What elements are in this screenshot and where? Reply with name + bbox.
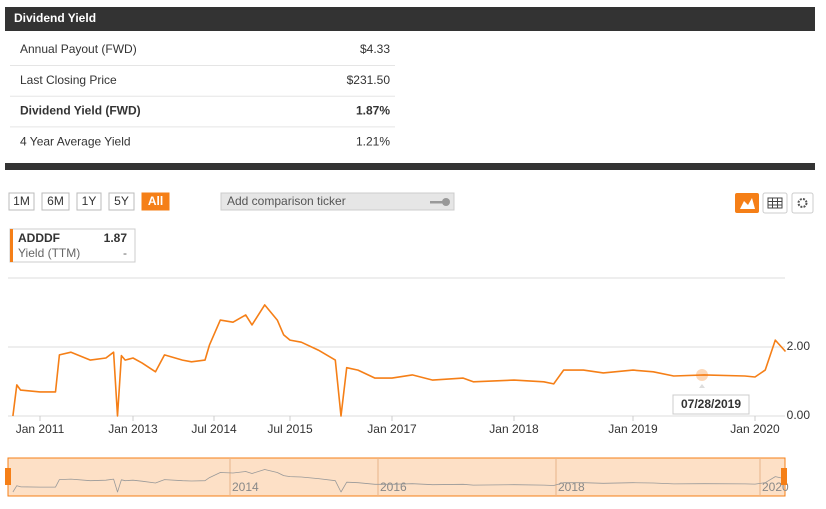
y-tick-label: 2.00	[787, 339, 811, 353]
settings-button[interactable]	[791, 192, 814, 214]
navigator-label: 2014	[232, 480, 259, 494]
navigator-handle[interactable]	[5, 468, 11, 485]
x-tick-label: Jan 2011	[16, 422, 65, 436]
y-tick-label: 0.00	[787, 408, 811, 422]
row-value: 1.87%	[356, 104, 390, 118]
x-tick-label: Jan 2020	[730, 422, 780, 436]
navigator-label: 2018	[558, 480, 585, 494]
range-label: 1M	[13, 194, 30, 208]
range-label: 6M	[47, 194, 64, 208]
navigator: 2014 2016 2018 2020	[5, 457, 789, 497]
range-label: All	[148, 194, 163, 208]
header-bar	[5, 7, 815, 31]
tooltip-pointer	[699, 384, 705, 388]
chart-view-button[interactable]	[735, 193, 759, 213]
row-value: 1.21%	[356, 134, 390, 148]
row-label: Annual Payout (FWD)	[20, 42, 137, 56]
x-tick-label: Jan 2018	[489, 422, 539, 436]
header-title: Dividend Yield	[14, 11, 96, 25]
legend-metric: Yield (TTM)	[18, 246, 80, 260]
row-label: 4 Year Average Yield	[20, 134, 131, 148]
navigator-line	[12, 469, 786, 493]
range-label: 1Y	[82, 194, 97, 208]
navigator-handle[interactable]	[781, 468, 787, 485]
hover-point	[696, 369, 708, 381]
comparison-input[interactable]	[220, 192, 455, 211]
table-icon	[767, 197, 783, 209]
range-label: 5Y	[114, 194, 129, 208]
range-button[interactable]	[108, 192, 135, 211]
settings-icon	[797, 198, 808, 208]
legend-accent	[10, 229, 13, 262]
navigator-label: 2016	[380, 480, 407, 494]
range-button[interactable]	[141, 192, 170, 211]
x-tick-label: Jan 2019	[608, 422, 658, 436]
range-button[interactable]	[76, 192, 102, 211]
legend-box	[9, 228, 136, 263]
divider-bar	[5, 163, 815, 170]
x-tick-label: Jan 2013	[108, 422, 158, 436]
row-value: $231.50	[347, 73, 391, 87]
row-label: Dividend Yield (FWD)	[20, 104, 141, 118]
range-button[interactable]	[8, 192, 35, 211]
row-value: $4.33	[360, 42, 390, 56]
row-label: Last Closing Price	[20, 73, 117, 87]
key-icon	[430, 198, 450, 206]
plot: 0.00 2.00 Jan 2011 Jan 2013 Jul 2014 Jul 2015…	[8, 277, 811, 436]
x-tick-label: Jan 2017	[367, 422, 417, 436]
legend-change: -	[123, 246, 127, 260]
series-line	[12, 304, 787, 417]
tooltip-box	[672, 394, 750, 415]
comparison-placeholder: Add comparison ticker	[227, 194, 346, 208]
table-view-button[interactable]	[762, 192, 788, 214]
navigator-window	[7, 457, 786, 497]
controls: 1M 6M 1Y 5Y All	[8, 192, 170, 211]
chart-icon	[740, 198, 755, 209]
tooltip-label: 07/28/2019	[681, 397, 741, 411]
legend-value: 1.87	[104, 231, 128, 245]
range-button[interactable]	[41, 192, 70, 211]
x-tick-label: Jul 2014	[191, 422, 237, 436]
x-tick-label: Jul 2015	[267, 422, 313, 436]
legend-ticker: ADDDF	[18, 231, 60, 245]
table: Annual Payout (FWD) $4.33 Last Closing Pri…	[10, 42, 395, 148]
